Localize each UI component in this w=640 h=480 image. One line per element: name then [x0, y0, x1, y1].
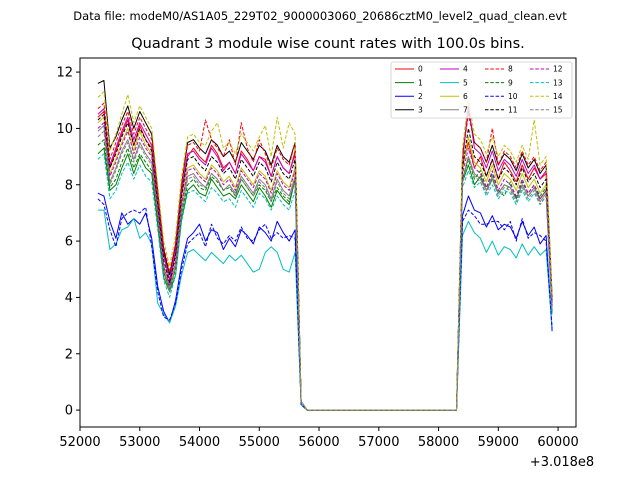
legend-label-3: 3: [418, 106, 423, 115]
x-tick-label: 60000: [537, 435, 578, 450]
x-tick-label: 52000: [59, 435, 100, 450]
legend-label-14: 14: [553, 92, 563, 101]
y-tick-label: 12: [56, 66, 73, 81]
chart-title: Quadrant 3 module wise count rates with …: [131, 36, 525, 52]
axes-layer: 52000 53000 54000 55000 56000 57000 58000 59000…: [56, 66, 578, 450]
series-line-13: [97, 153, 553, 411]
y-tick-label: 6: [65, 235, 73, 250]
legend-frame: [390, 61, 573, 119]
legend-label-2: 2: [418, 92, 423, 101]
y-tick-label: 10: [56, 122, 73, 137]
legend-label-11: 11: [508, 106, 518, 115]
legend-label-1: 1: [418, 78, 423, 87]
chart-suptitle: Data file: modeM0/AS1A05_229T02_90000030…: [73, 9, 567, 23]
y-tick-label: 2: [65, 347, 73, 362]
legend-label-10: 10: [508, 92, 518, 101]
series-line-11: [97, 113, 553, 411]
y-tick-label: 8: [65, 178, 73, 193]
series-line-14: [97, 91, 553, 411]
legend-label-0: 0: [418, 65, 423, 74]
series-layer: [97, 80, 553, 411]
x-tick-label: 57000: [358, 435, 399, 450]
legend-label-15: 15: [553, 106, 563, 115]
legend-label-5: 5: [463, 78, 468, 87]
legend-label-4: 4: [463, 65, 468, 74]
y-tick-label: 4: [65, 291, 73, 306]
x-offset-label: +3.018e8: [530, 455, 594, 470]
y-tick-label: 0: [65, 404, 73, 419]
legend-label-12: 12: [553, 65, 563, 74]
x-tick-label: 59000: [478, 435, 519, 450]
x-tick-label: 55000: [239, 435, 280, 450]
x-tick-label: 56000: [298, 435, 339, 450]
legend-label-8: 8: [508, 65, 513, 74]
axes-frame: [79, 57, 577, 428]
legend-label-9: 9: [508, 78, 513, 87]
legend-label-6: 6: [463, 92, 468, 101]
x-tick-label: 53000: [119, 435, 160, 450]
legend-label-13: 13: [553, 78, 563, 87]
x-tick-label: 58000: [418, 435, 459, 450]
legend-label-7: 7: [463, 106, 468, 115]
x-tick-label: 54000: [179, 435, 220, 450]
